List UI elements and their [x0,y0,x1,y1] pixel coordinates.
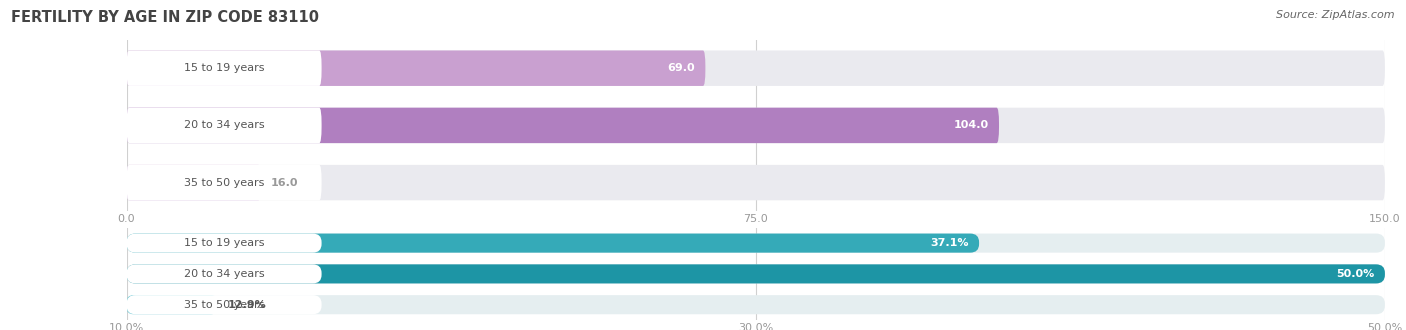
FancyBboxPatch shape [127,50,322,86]
Text: 35 to 50 years: 35 to 50 years [184,300,264,310]
Text: 12.9%: 12.9% [228,300,267,310]
Text: Source: ZipAtlas.com: Source: ZipAtlas.com [1277,10,1395,20]
FancyBboxPatch shape [127,165,260,200]
FancyBboxPatch shape [127,108,1000,143]
FancyBboxPatch shape [127,50,1385,86]
FancyBboxPatch shape [127,234,322,253]
FancyBboxPatch shape [127,295,322,314]
Text: 15 to 19 years: 15 to 19 years [184,63,264,73]
FancyBboxPatch shape [127,50,706,86]
FancyBboxPatch shape [127,264,322,283]
FancyBboxPatch shape [127,295,218,314]
Text: 15 to 19 years: 15 to 19 years [184,238,264,248]
Text: 20 to 34 years: 20 to 34 years [184,120,264,130]
FancyBboxPatch shape [127,295,1385,314]
Text: 69.0: 69.0 [668,63,696,73]
Text: 35 to 50 years: 35 to 50 years [184,178,264,187]
FancyBboxPatch shape [127,264,1385,283]
Text: 37.1%: 37.1% [931,238,969,248]
FancyBboxPatch shape [127,234,1385,253]
FancyBboxPatch shape [127,264,1385,283]
FancyBboxPatch shape [127,108,1385,143]
Text: 16.0: 16.0 [271,178,298,187]
FancyBboxPatch shape [127,108,322,143]
Text: 20 to 34 years: 20 to 34 years [184,269,264,279]
FancyBboxPatch shape [127,234,979,253]
Text: 104.0: 104.0 [953,120,988,130]
Text: 50.0%: 50.0% [1337,269,1375,279]
FancyBboxPatch shape [127,165,322,200]
Text: FERTILITY BY AGE IN ZIP CODE 83110: FERTILITY BY AGE IN ZIP CODE 83110 [11,10,319,25]
FancyBboxPatch shape [127,165,1385,200]
